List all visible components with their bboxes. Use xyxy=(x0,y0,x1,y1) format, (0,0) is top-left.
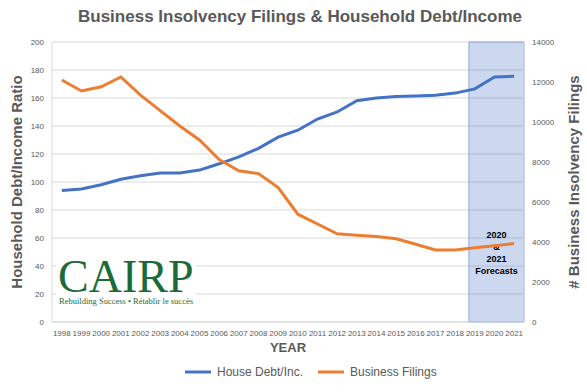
svg-text:Business Insolvency Filings &: Business Insolvency Filings & Household … xyxy=(78,7,522,26)
svg-text:100: 100 xyxy=(31,178,45,187)
svg-text:14000: 14000 xyxy=(532,38,555,47)
svg-text:2013: 2013 xyxy=(348,329,366,338)
svg-text:2017: 2017 xyxy=(427,329,445,338)
svg-text:80: 80 xyxy=(35,206,44,215)
svg-text:2012: 2012 xyxy=(328,329,346,338)
svg-text:180: 180 xyxy=(31,66,45,75)
svg-text:2016: 2016 xyxy=(407,329,425,338)
svg-text:2005: 2005 xyxy=(191,329,209,338)
svg-text:2021: 2021 xyxy=(486,254,506,264)
svg-text:YEAR: YEAR xyxy=(270,340,307,355)
svg-text:20: 20 xyxy=(35,290,44,299)
svg-text:Household Debt/Income Ratio: Household Debt/Income Ratio xyxy=(8,75,25,288)
svg-text:House Debt/Inc.: House Debt/Inc. xyxy=(217,365,303,379)
svg-text:40: 40 xyxy=(35,262,44,271)
svg-text:2002: 2002 xyxy=(132,329,150,338)
svg-text:2008: 2008 xyxy=(250,329,268,338)
svg-text:2000: 2000 xyxy=(532,278,550,287)
svg-text:12000: 12000 xyxy=(532,78,555,87)
svg-text:2021: 2021 xyxy=(505,329,523,338)
svg-text:2007: 2007 xyxy=(230,329,248,338)
svg-text:2000: 2000 xyxy=(92,329,110,338)
svg-text:8000: 8000 xyxy=(532,158,550,167)
svg-text:2004: 2004 xyxy=(171,329,189,338)
svg-text:2009: 2009 xyxy=(269,329,287,338)
svg-text:2020: 2020 xyxy=(486,230,506,240)
svg-text:120: 120 xyxy=(31,150,45,159)
svg-text:2018: 2018 xyxy=(446,329,464,338)
svg-text:60: 60 xyxy=(35,234,44,243)
svg-text:Rebuilding Success • Rétablir: Rebuilding Success • Rétablir le succès xyxy=(59,296,193,306)
svg-text:# Business Insolvency Filings: # Business Insolvency Filings xyxy=(565,75,580,288)
svg-text:6000: 6000 xyxy=(532,198,550,207)
svg-text:1998: 1998 xyxy=(53,329,71,338)
svg-text:0: 0 xyxy=(532,318,537,327)
svg-text:2014: 2014 xyxy=(368,329,386,338)
svg-text:2001: 2001 xyxy=(112,329,130,338)
svg-text:200: 200 xyxy=(31,38,45,47)
svg-text:2010: 2010 xyxy=(289,329,307,338)
svg-text:1999: 1999 xyxy=(73,329,91,338)
svg-text:160: 160 xyxy=(31,94,45,103)
svg-text:2011: 2011 xyxy=(309,329,327,338)
svg-text:4000: 4000 xyxy=(532,238,550,247)
svg-text:2015: 2015 xyxy=(387,329,405,338)
svg-text:2003: 2003 xyxy=(151,329,169,338)
svg-text:2006: 2006 xyxy=(210,329,228,338)
svg-text:2020: 2020 xyxy=(486,329,504,338)
svg-text:Business Filings: Business Filings xyxy=(350,365,437,379)
svg-text:2019: 2019 xyxy=(466,329,484,338)
svg-text:Forecasts: Forecasts xyxy=(475,266,518,276)
svg-text:0: 0 xyxy=(40,318,45,327)
svg-text:CAIRP: CAIRP xyxy=(58,251,193,302)
svg-text:140: 140 xyxy=(31,122,45,131)
svg-text:10000: 10000 xyxy=(532,118,555,127)
